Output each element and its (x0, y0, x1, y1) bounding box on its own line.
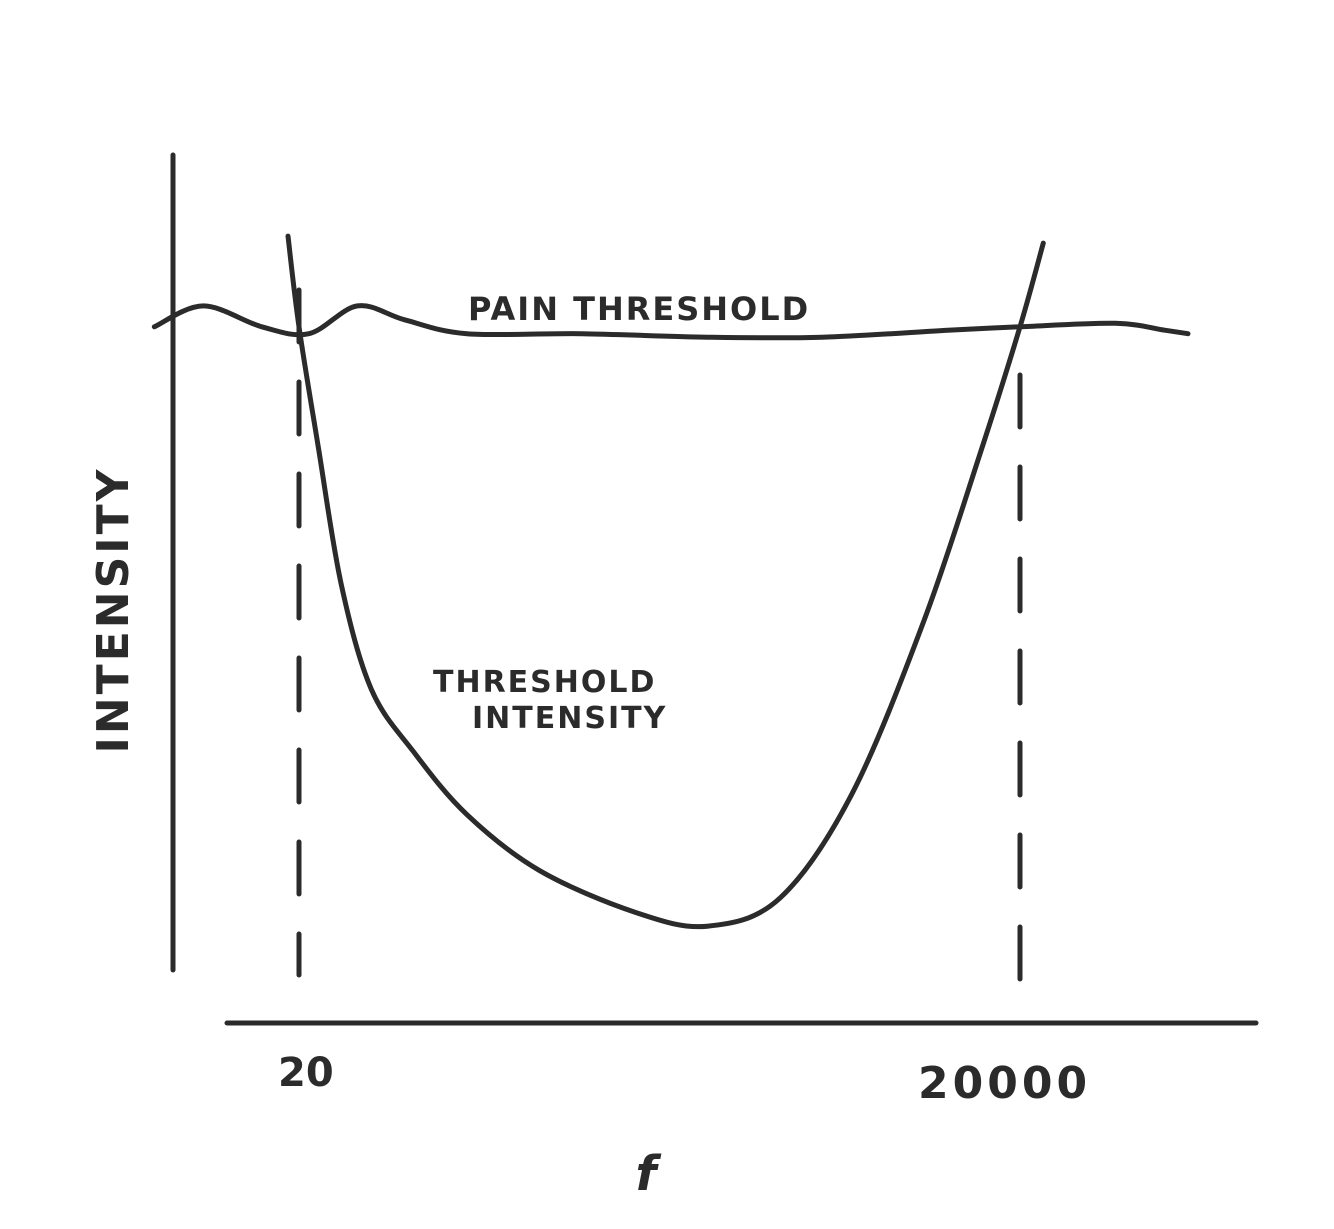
x-axis-label: f (636, 1146, 662, 1202)
y-axis-label: INTENSITY (88, 466, 139, 753)
threshold-intensity-curve (285, 233, 1046, 930)
reference-lines (296, 287, 1023, 1015)
series-label-threshold-intensity-line1: THRESHOLD (433, 665, 656, 700)
axes (170, 152, 1259, 1026)
series-label-pain-threshold: PAIN THRESHOLD (468, 290, 810, 328)
pain-threshold-line (151, 303, 1191, 341)
x-tick-label-20000: 20000 (918, 1058, 1091, 1109)
series-lines (151, 233, 1191, 930)
series-label-threshold-intensity-line2: INTENSITY (472, 701, 667, 736)
x-tick-label-20: 20 (278, 1050, 334, 1096)
